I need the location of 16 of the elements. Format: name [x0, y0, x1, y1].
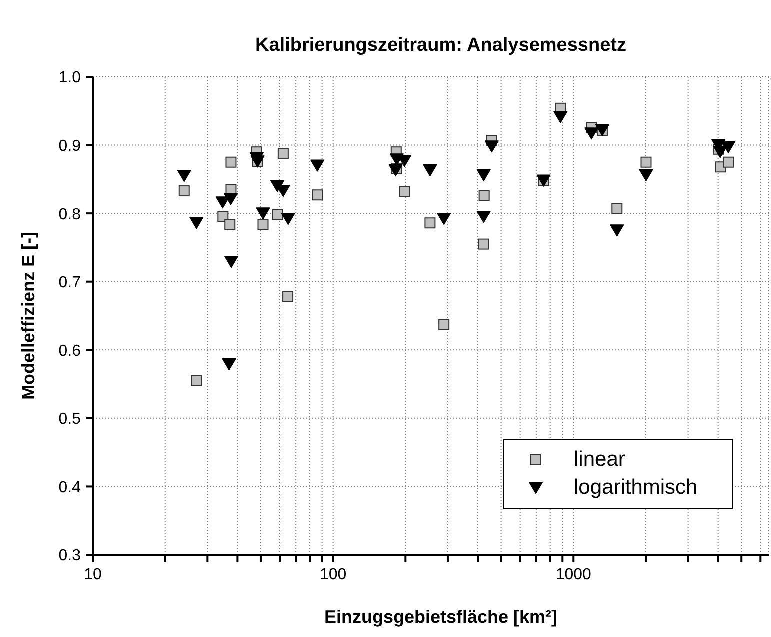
- legend-label: linear: [574, 448, 626, 472]
- y-axis-title: Modelleffizienz E [-]: [18, 232, 40, 400]
- chart-title: Kalibrierungszeitraum: Analysemessnetz: [256, 35, 626, 57]
- y-tick-label: 0.4: [58, 479, 82, 496]
- y-tick-label: 1.0: [58, 70, 82, 87]
- x-tick-label: 100: [320, 566, 347, 584]
- legend-label: logarithmisch: [574, 476, 698, 500]
- y-tick-label: 0.6: [58, 342, 82, 360]
- x-tick-label: 10: [84, 566, 102, 584]
- y-tick-label: 0.8: [58, 206, 82, 224]
- x-axis-title: Einzugsgebietsfläche [km²]: [324, 607, 558, 628]
- y-tick-label: 0.3: [58, 548, 82, 565]
- y-tick-label: 0.7: [58, 274, 82, 292]
- x-tick-label: 1000: [556, 566, 592, 584]
- y-tick-label: 0.9: [58, 138, 82, 155]
- y-tick-label: 0.5: [58, 411, 82, 428]
